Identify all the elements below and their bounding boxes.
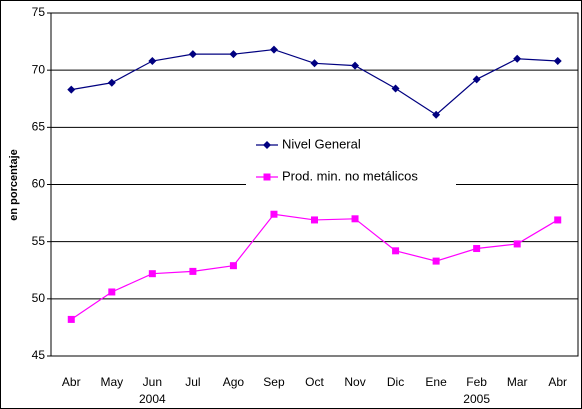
- y-tick-label: 55: [32, 234, 46, 248]
- data-point: [269, 45, 278, 54]
- x-tick-label: Oct: [305, 375, 324, 389]
- data-point: [391, 84, 400, 93]
- x-tick-label: Ene: [425, 375, 447, 389]
- x-tick-label: Jul: [185, 375, 200, 389]
- x-tick-label: Feb: [466, 375, 487, 389]
- year-label: 2004: [139, 392, 166, 406]
- legend-marker: [263, 141, 271, 149]
- data-point: [67, 315, 75, 323]
- data-point: [107, 78, 116, 87]
- y-tick-label: 45: [32, 348, 46, 362]
- x-tick-label: Abr: [548, 375, 567, 389]
- plot-border: [50, 12, 579, 357]
- data-point: [67, 85, 76, 94]
- y-tick-label: 65: [32, 120, 46, 134]
- legend-box: [246, 128, 456, 190]
- data-point: [513, 240, 521, 248]
- data-point: [148, 270, 156, 278]
- data-point: [392, 247, 400, 255]
- data-point: [311, 216, 318, 224]
- data-point: [432, 110, 441, 119]
- data-point: [513, 54, 522, 63]
- x-tick-label: Jun: [143, 375, 162, 389]
- data-point: [553, 57, 562, 66]
- data-point: [108, 288, 116, 296]
- y-tick-label: 75: [32, 5, 46, 19]
- data-point: [229, 262, 237, 270]
- y-tick-label: 70: [32, 62, 46, 76]
- y-tick-label: 50: [32, 291, 46, 305]
- legend-label: Nivel General: [282, 136, 361, 151]
- data-point: [310, 59, 319, 68]
- data-point: [472, 75, 481, 84]
- x-tick-label: Ago: [223, 375, 245, 389]
- y-axis-label: en porcentaje: [8, 149, 20, 221]
- year-label: 2005: [463, 392, 490, 406]
- data-point: [148, 57, 157, 66]
- data-point: [351, 215, 359, 223]
- data-point: [189, 267, 197, 275]
- data-point: [188, 50, 197, 59]
- x-tick-label: Sep: [263, 375, 285, 389]
- legend-label: Prod. min. no metálicos: [282, 168, 418, 183]
- data-point: [432, 257, 440, 265]
- x-tick-label: Dic: [387, 375, 404, 389]
- data-point: [270, 210, 278, 218]
- x-tick-label: Abr: [62, 375, 81, 389]
- data-point: [229, 50, 238, 59]
- legend-marker: [263, 173, 271, 181]
- data-point: [473, 245, 481, 253]
- data-point: [351, 61, 360, 70]
- x-tick-label: May: [100, 375, 123, 389]
- x-tick-label: Mar: [507, 375, 528, 389]
- y-tick-label: 60: [32, 177, 46, 191]
- data-point: [554, 216, 562, 224]
- x-tick-label: Nov: [344, 375, 365, 389]
